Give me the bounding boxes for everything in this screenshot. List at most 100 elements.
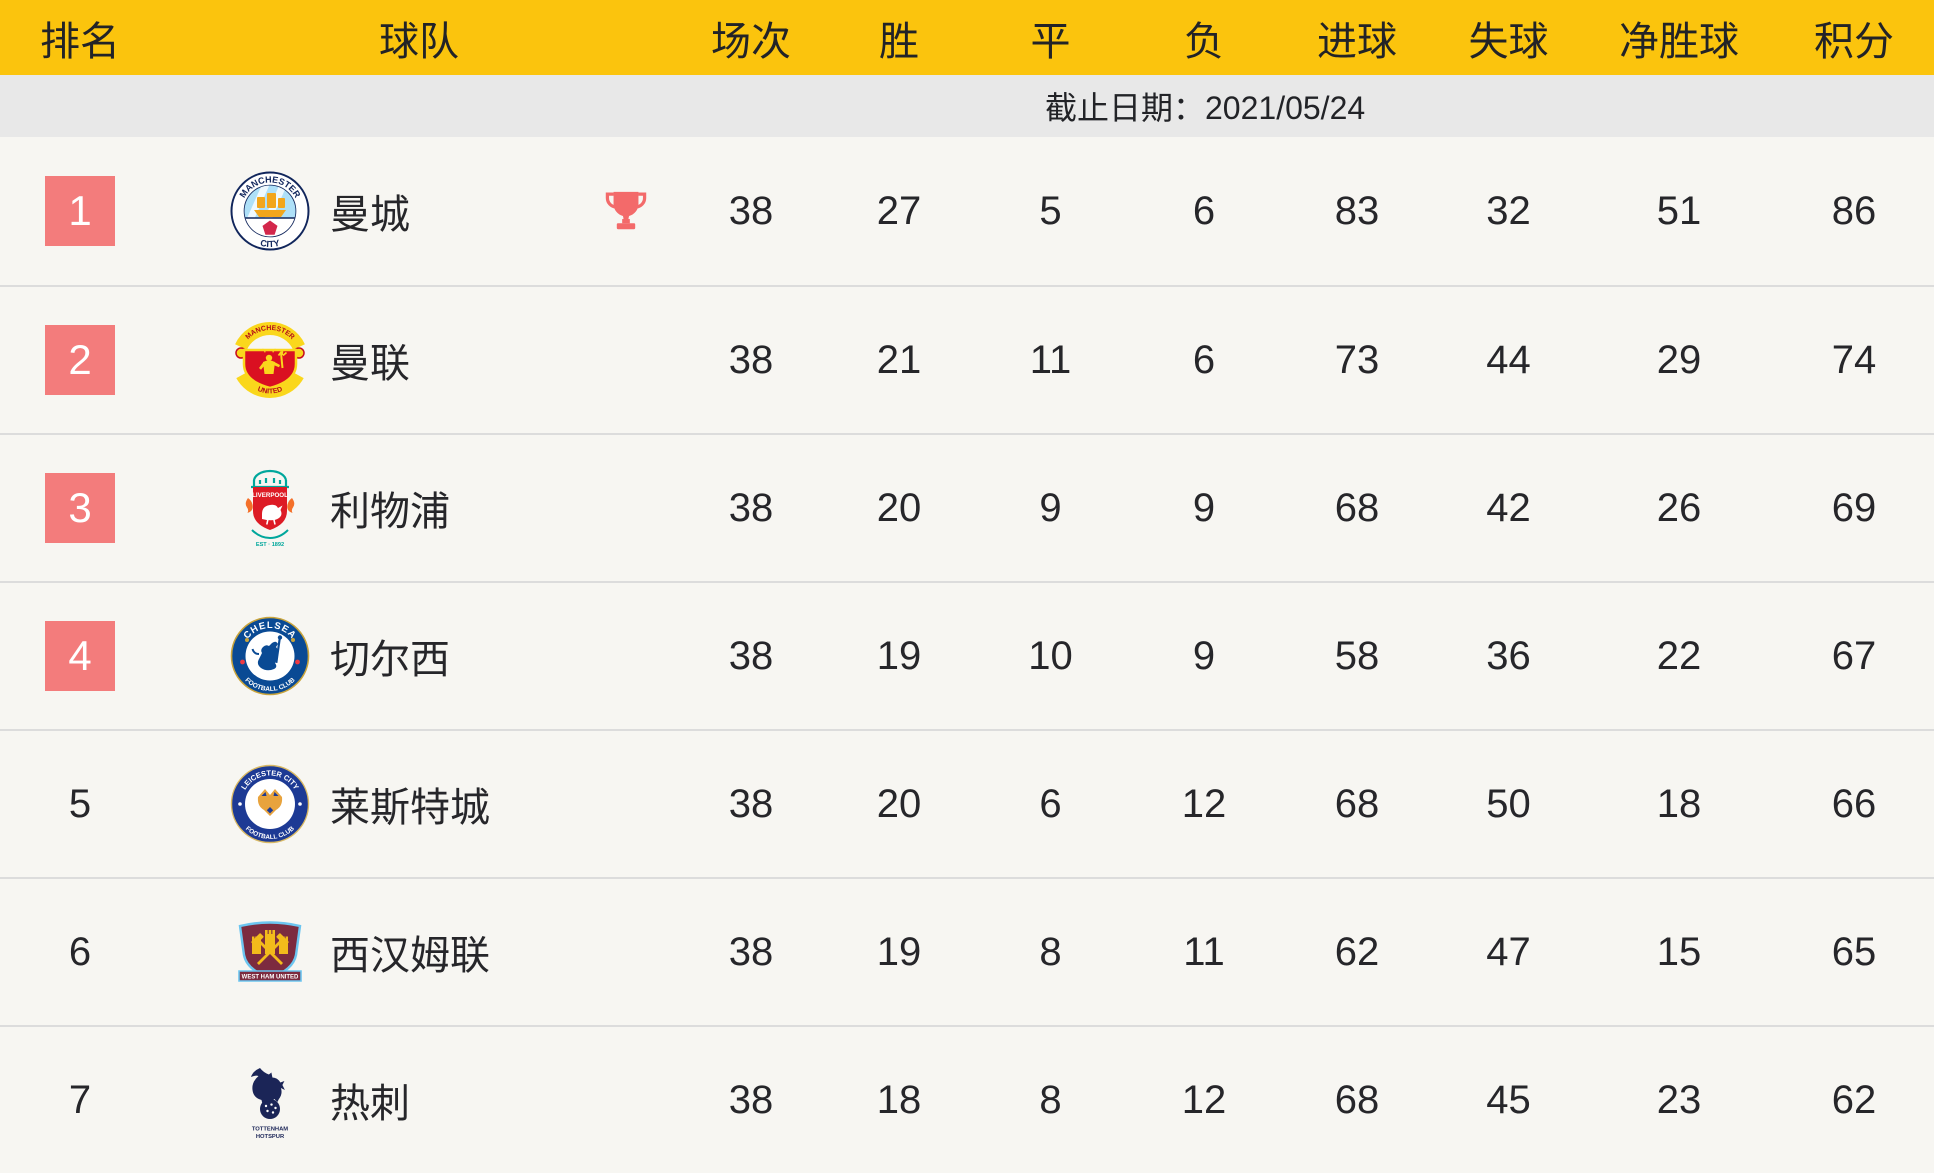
west-ham-crest-icon: WEST HAM UNITED [238, 921, 302, 982]
table-row[interactable]: 5 LEICESTER CITY FOOTBALL CLUB 莱斯特城 38 2… [0, 729, 1934, 877]
stat-played: 38 [728, 188, 774, 233]
crest-text: UNITED [257, 386, 284, 395]
header-cell-goal-diff: 净胜球 [1619, 19, 1739, 64]
stat-goal-diff: 18 [1656, 781, 1702, 826]
stat-played: 38 [728, 1077, 774, 1122]
rank-number: 5 [68, 781, 92, 826]
rank-badge: 3 [45, 473, 115, 543]
leicester-crest-icon: LEICESTER CITY FOOTBALL CLUB [230, 764, 310, 844]
stat-goals-against: 42 [1486, 485, 1531, 530]
man-united-crest-icon: MANCHESTER UNITED [235, 322, 305, 398]
man-city-crest-icon: MANCHESTER CITY [230, 171, 310, 251]
stat-draw: 10 [1028, 633, 1073, 678]
stat-win: 19 [876, 929, 922, 974]
stat-goals-for: 62 [1334, 929, 1380, 974]
rank-number: 6 [68, 929, 92, 974]
trophy-icon [605, 191, 647, 230]
stat-goals-against: 32 [1486, 188, 1531, 233]
header-cell-win: 胜 [879, 19, 919, 64]
crest-text: CITY [259, 238, 280, 249]
stat-goal-diff: 15 [1656, 929, 1702, 974]
stat-played: 38 [728, 337, 774, 382]
header-cell-team: 球队 [379, 19, 459, 64]
stat-played: 38 [728, 633, 774, 678]
table-header: 排名 球队 场次 胜 平 负 进球 失球 净胜球 积分 [0, 0, 1934, 75]
stat-points: 65 [1831, 929, 1877, 974]
chelsea-crest-icon: CHELSEA FOOTBALL CLUB [230, 616, 310, 696]
stat-points: 86 [1831, 188, 1877, 233]
stat-draw: 9 [1039, 485, 1062, 530]
stat-played: 38 [728, 929, 774, 974]
liverpool-crest-icon: LIVERPOOL EST · 1892 [245, 469, 295, 548]
stat-goals-against: 45 [1486, 1077, 1531, 1122]
team-name: 热刺 [330, 1082, 410, 1126]
rank-number: 7 [68, 1077, 92, 1122]
date-banner: 截止日期：2021/05/24 [0, 75, 1934, 137]
stat-win: 27 [876, 188, 922, 233]
crest-text: HOTSPUR [256, 1134, 285, 1140]
stat-loss: 6 [1192, 337, 1216, 382]
stat-draw: 8 [1039, 929, 1062, 974]
table-row[interactable]: 1 MANCHESTER CITY [0, 137, 1934, 285]
tottenham-crest-icon: TOTTENHAM HOTSPUR [251, 1068, 288, 1140]
stat-goals-for: 73 [1334, 337, 1380, 382]
stat-loss: 12 [1181, 781, 1227, 826]
header-cell-draw: 平 [1030, 19, 1071, 64]
header-cell-goals-for: 进球 [1317, 19, 1397, 64]
stat-goals-against: 44 [1486, 337, 1531, 382]
stat-points: 69 [1831, 485, 1877, 530]
stat-loss: 12 [1181, 1077, 1227, 1122]
team-name: 利物浦 [330, 490, 450, 534]
stat-goal-diff: 29 [1656, 337, 1702, 382]
stat-goal-diff: 22 [1656, 633, 1702, 678]
stat-goals-for: 58 [1334, 633, 1380, 678]
stat-goals-against: 36 [1486, 633, 1531, 678]
header-cell-rank: 排名 [40, 19, 120, 64]
stat-win: 20 [876, 485, 922, 530]
stat-draw: 11 [1029, 337, 1072, 382]
stat-win: 21 [876, 337, 922, 382]
header-cell-points: 积分 [1814, 19, 1894, 64]
stat-points: 66 [1831, 781, 1877, 826]
crest-text: EST · 1892 [256, 542, 284, 548]
table-row[interactable]: 4 CHELSEA FOOTBALL CLUB [0, 581, 1934, 729]
crest-text: WEST HAM UNITED [242, 975, 299, 981]
team-name: 切尔西 [330, 638, 450, 682]
stat-draw: 8 [1039, 1077, 1062, 1122]
stat-loss: 11 [1183, 929, 1225, 974]
table-row[interactable]: 6 WEST HAM UNITED 西汉姆联 38 19 8 [0, 877, 1934, 1025]
stat-points: 74 [1831, 337, 1877, 382]
crest-text: LIVERPOOL [252, 492, 288, 499]
table-row[interactable]: 2 MA [0, 285, 1934, 433]
stat-played: 38 [728, 485, 774, 530]
stat-goals-for: 83 [1334, 188, 1380, 233]
stat-loss: 9 [1192, 633, 1216, 678]
team-name: 曼城 [330, 193, 410, 237]
stat-points: 67 [1831, 633, 1877, 678]
stat-win: 19 [876, 633, 922, 678]
table-row[interactable]: 7 TOTTENHAM HOTSPUR 热刺 38 18 8 12 68 45 … [0, 1025, 1934, 1173]
rank-badge: 4 [45, 621, 115, 691]
stat-win: 20 [876, 781, 922, 826]
svg-text:UNITED: UNITED [257, 386, 284, 395]
header-cell-goals-against: 失球 [1468, 19, 1549, 64]
stat-loss: 9 [1192, 485, 1216, 530]
date-label: 截止日期：2021/05/24 [1045, 90, 1366, 126]
header-cell-played: 场次 [711, 19, 791, 64]
stat-goal-diff: 23 [1656, 1077, 1702, 1122]
rank-badge: 2 [45, 325, 115, 395]
stat-points: 62 [1831, 1077, 1877, 1122]
team-name: 莱斯特城 [330, 786, 490, 830]
stat-goals-for: 68 [1334, 485, 1380, 530]
team-name: 西汉姆联 [330, 934, 490, 978]
stat-goals-for: 68 [1334, 1077, 1380, 1122]
table-row[interactable]: 3 LIVERPOOL EST · 1892 利物浦 38 20 9 9 68 [0, 433, 1934, 581]
rank-badge: 1 [45, 176, 115, 246]
stat-loss: 6 [1192, 188, 1216, 233]
stat-goals-for: 68 [1334, 781, 1380, 826]
stat-goal-diff: 51 [1656, 188, 1702, 233]
stat-goal-diff: 26 [1656, 485, 1702, 530]
stat-goals-against: 50 [1486, 781, 1531, 826]
header-cell-loss: 负 [1184, 19, 1224, 64]
